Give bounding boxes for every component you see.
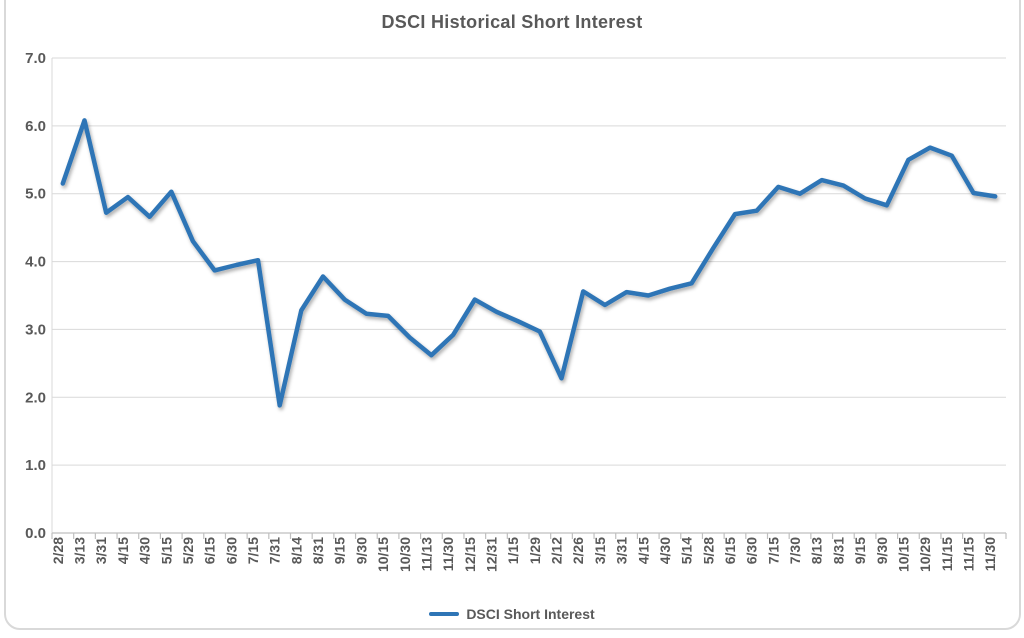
x-axis-label: 3/31 xyxy=(93,537,109,564)
x-axis-label: 4/15 xyxy=(115,537,131,564)
y-axis-label: 6.0 xyxy=(25,118,46,135)
y-axis-label: 1.0 xyxy=(25,457,46,474)
x-axis-label: 8/14 xyxy=(288,537,304,564)
x-axis-label: 3/15 xyxy=(592,537,608,564)
x-axis-label: 9/30 xyxy=(874,537,890,564)
x-axis-label: 5/28 xyxy=(700,537,716,564)
x-axis-label: 8/13 xyxy=(809,537,825,564)
x-axis-label: 10/15 xyxy=(375,537,391,572)
x-axis-label: 6/30 xyxy=(744,537,760,564)
x-axis-label: 4/30 xyxy=(657,537,673,564)
legend: DSCI Short Interest xyxy=(0,606,1024,622)
x-axis-label: 6/30 xyxy=(223,537,239,564)
x-axis-label: 2/12 xyxy=(549,537,565,564)
x-axis-label: 12/31 xyxy=(483,537,499,572)
x-axis-label: 3/13 xyxy=(72,537,88,564)
y-axis-label: 5.0 xyxy=(25,186,46,203)
legend-line-swatch xyxy=(429,611,460,617)
y-axis-label: 3.0 xyxy=(25,321,46,338)
x-axis-label: 10/30 xyxy=(397,537,413,572)
x-axis-label: 11/15 xyxy=(960,537,976,571)
x-axis-label: 11/15 xyxy=(939,537,955,571)
gridlines xyxy=(52,57,1006,466)
x-axis-label: 11/30 xyxy=(440,537,456,571)
chart-title: DSCI Historical Short Interest xyxy=(381,12,643,32)
x-axis-label: 4/15 xyxy=(635,537,651,564)
x-axis-label: 12/15 xyxy=(462,537,478,572)
x-axis-label: 7/15 xyxy=(245,537,261,564)
y-axis-label: 2.0 xyxy=(25,389,46,406)
x-axis-label: 4/30 xyxy=(137,537,153,564)
legend-label: DSCI Short Interest xyxy=(466,606,595,622)
x-axis-label: 8/31 xyxy=(830,537,846,564)
x-axis-label: 9/15 xyxy=(332,537,348,564)
x-axis-label: 8/31 xyxy=(310,537,326,564)
x-axis-label: 10/29 xyxy=(917,537,933,572)
x-axis-label: 7/31 xyxy=(267,537,283,564)
x-axis-label: 7/15 xyxy=(765,537,781,564)
x-axis-label: 6/15 xyxy=(722,537,738,564)
y-axis-labels: 0.0 1.0 2.0 3.0 4.0 5.0 6.0 7.0 xyxy=(25,50,46,542)
x-axis-label: 11/30 xyxy=(982,537,998,571)
x-axis-label: 10/15 xyxy=(895,537,911,572)
x-axis-label: 1/15 xyxy=(505,537,521,564)
x-axis-labels: 2/28 3/13 3/31 4/15 4/30 5/15 5/29 6/15 6/30 7/15… xyxy=(50,537,998,572)
x-axis-label: 7/30 xyxy=(787,537,803,564)
y-axis-label: 0.0 xyxy=(25,525,46,542)
x-axis-label: 5/15 xyxy=(158,537,174,564)
x-axis-label: 2/26 xyxy=(570,537,586,564)
y-axis-label: 7.0 xyxy=(25,50,46,67)
y-axis-label: 4.0 xyxy=(25,254,46,271)
x-axis-label: 5/14 xyxy=(679,537,695,564)
x-axis-label: 3/31 xyxy=(614,537,630,564)
axis-lines xyxy=(51,58,1007,539)
series-line-dsci-short-interest xyxy=(60,118,998,408)
x-axis-label: 11/13 xyxy=(418,537,434,571)
x-axis-label: 6/15 xyxy=(202,537,218,564)
x-axis-label: 5/29 xyxy=(180,537,196,564)
x-axis-label: 9/15 xyxy=(852,537,868,564)
x-axis-label: 9/30 xyxy=(353,537,369,564)
x-axis-label: 1/29 xyxy=(527,537,543,564)
x-axis-label: 2/28 xyxy=(50,537,66,564)
